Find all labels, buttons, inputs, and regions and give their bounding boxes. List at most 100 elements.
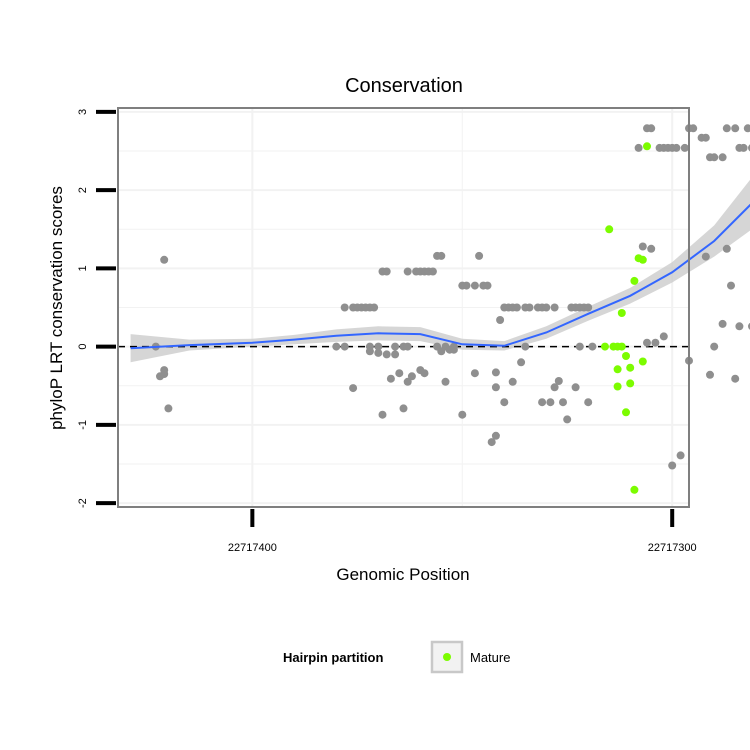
- data-point-other: [374, 342, 383, 351]
- data-point-other: [647, 124, 656, 133]
- panel-border: [117, 107, 690, 508]
- data-point-other: [491, 431, 500, 440]
- data-point-other: [441, 377, 450, 386]
- data-point-mature: [638, 255, 647, 264]
- data-point-other: [546, 398, 555, 407]
- data-point-other: [689, 124, 698, 133]
- data-point-other: [332, 342, 341, 351]
- data-point-other: [512, 303, 521, 312]
- data-point-other: [437, 347, 446, 356]
- data-point-other: [743, 124, 750, 133]
- y-tick-label: -2: [77, 498, 89, 508]
- data-point-other: [718, 153, 727, 162]
- data-point-other: [399, 404, 408, 413]
- data-point-other: [559, 398, 567, 407]
- data-point-other: [156, 372, 164, 381]
- data-point-other: [370, 303, 379, 312]
- legend: Hairpin partition Mature: [283, 640, 510, 674]
- data-point-mature: [622, 408, 630, 417]
- y-tick-label: 3: [77, 109, 89, 115]
- data-point-other: [739, 143, 748, 152]
- data-point-other: [727, 281, 735, 290]
- data-point-other: [680, 143, 689, 152]
- data-point-other: [722, 244, 731, 253]
- y-tick-label: 0: [77, 344, 89, 350]
- data-point-other: [517, 358, 526, 367]
- data-point-mature: [630, 276, 639, 285]
- data-point-other: [521, 342, 530, 351]
- data-point-other: [668, 461, 677, 470]
- data-point-other: [575, 342, 584, 351]
- data-point-other: [437, 251, 446, 260]
- data-point-other: [701, 252, 710, 261]
- y-axis-title: phyloP LRT conservation scores: [47, 186, 66, 430]
- data-point-other: [462, 281, 471, 290]
- data-point-other: [550, 303, 559, 312]
- data-point-other: [470, 281, 479, 290]
- data-point-other: [676, 451, 685, 460]
- data-point-other: [554, 377, 563, 385]
- data-point-other: [449, 345, 458, 354]
- data-point-other: [458, 410, 467, 419]
- chart-title: Conservation: [345, 75, 463, 97]
- y-tick-label: 1: [77, 265, 89, 271]
- data-point-other: [491, 383, 500, 392]
- legend-title: Hairpin partition: [283, 650, 383, 665]
- data-point-mature: [626, 379, 635, 388]
- x-tick-label: 22717400: [228, 542, 277, 554]
- data-point-other: [378, 410, 387, 419]
- confidence-band: [130, 179, 750, 363]
- data-point-other: [710, 342, 719, 351]
- points-other: [151, 124, 750, 470]
- data-point-other: [508, 377, 517, 386]
- data-point-mature: [613, 382, 622, 391]
- data-point-other: [483, 281, 492, 290]
- data-point-other: [735, 322, 744, 331]
- data-point-mature: [643, 142, 651, 151]
- data-point-mature: [622, 352, 630, 360]
- data-point-other: [403, 267, 412, 276]
- axis-ticks: -2 -1 0 1 2 3 22717400 22717300: [77, 109, 697, 554]
- data-point-other: [647, 244, 656, 253]
- data-point-other: [500, 398, 509, 407]
- data-point-other: [538, 398, 547, 407]
- data-point-mature: [626, 363, 635, 372]
- x-axis-title: Genomic Position: [336, 565, 469, 584]
- data-point-other: [365, 347, 374, 356]
- data-point-other: [391, 350, 400, 359]
- y-tick-label: 2: [77, 187, 89, 193]
- data-point-other: [395, 369, 404, 378]
- data-point-other: [563, 415, 572, 424]
- data-point-other: [710, 153, 719, 162]
- data-point-other: [487, 438, 496, 447]
- data-point-other: [638, 242, 647, 251]
- data-point-other: [374, 348, 383, 357]
- data-point-other: [407, 372, 416, 381]
- data-point-other: [525, 303, 534, 312]
- x-tick-label: 22717300: [648, 542, 697, 554]
- data-point-other: [643, 338, 651, 347]
- legend-key-box: [430, 640, 464, 674]
- data-point-other: [672, 143, 681, 152]
- data-point-other: [731, 124, 740, 133]
- data-point-other: [722, 124, 731, 133]
- data-point-other: [634, 143, 643, 152]
- data-point-other: [340, 342, 349, 351]
- smooth-fit-layer: [130, 203, 750, 350]
- data-point-other: [588, 342, 597, 351]
- data-point-other: [386, 374, 395, 383]
- data-point-other: [428, 267, 437, 276]
- data-point-mature: [613, 365, 622, 374]
- data-point-other: [731, 374, 740, 383]
- data-point-other: [571, 383, 580, 392]
- data-point-other: [403, 377, 412, 386]
- data-point-other: [701, 133, 710, 142]
- data-point-other: [491, 368, 500, 377]
- smooth-fit-line: [130, 203, 750, 350]
- data-point-other: [349, 384, 358, 393]
- legend-key-mature: [443, 653, 451, 661]
- data-point-other: [420, 369, 429, 378]
- data-point-other: [391, 342, 400, 351]
- data-point-other: [160, 366, 169, 375]
